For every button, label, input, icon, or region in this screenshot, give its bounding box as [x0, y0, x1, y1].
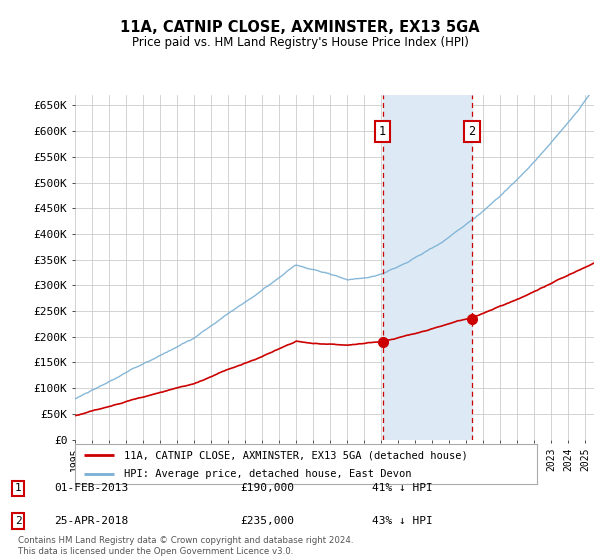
Text: 25-APR-2018: 25-APR-2018	[54, 516, 128, 526]
Text: 43% ↓ HPI: 43% ↓ HPI	[372, 516, 433, 526]
Text: £190,000: £190,000	[240, 483, 294, 493]
Text: 1: 1	[14, 483, 22, 493]
Text: 2: 2	[468, 125, 475, 138]
Text: 41% ↓ HPI: 41% ↓ HPI	[372, 483, 433, 493]
Text: HPI: Average price, detached house, East Devon: HPI: Average price, detached house, East…	[124, 469, 411, 479]
Text: Contains HM Land Registry data © Crown copyright and database right 2024.
This d: Contains HM Land Registry data © Crown c…	[18, 536, 353, 556]
Text: 11A, CATNIP CLOSE, AXMINSTER, EX13 5GA (detached house): 11A, CATNIP CLOSE, AXMINSTER, EX13 5GA (…	[124, 450, 467, 460]
Text: 01-FEB-2013: 01-FEB-2013	[54, 483, 128, 493]
Text: 11A, CATNIP CLOSE, AXMINSTER, EX13 5GA: 11A, CATNIP CLOSE, AXMINSTER, EX13 5GA	[120, 20, 480, 35]
Bar	[383, 95, 472, 440]
Text: £235,000: £235,000	[240, 516, 294, 526]
Text: Price paid vs. HM Land Registry's House Price Index (HPI): Price paid vs. HM Land Registry's House …	[131, 36, 469, 49]
Text: 2: 2	[14, 516, 22, 526]
Text: 1: 1	[379, 125, 386, 138]
